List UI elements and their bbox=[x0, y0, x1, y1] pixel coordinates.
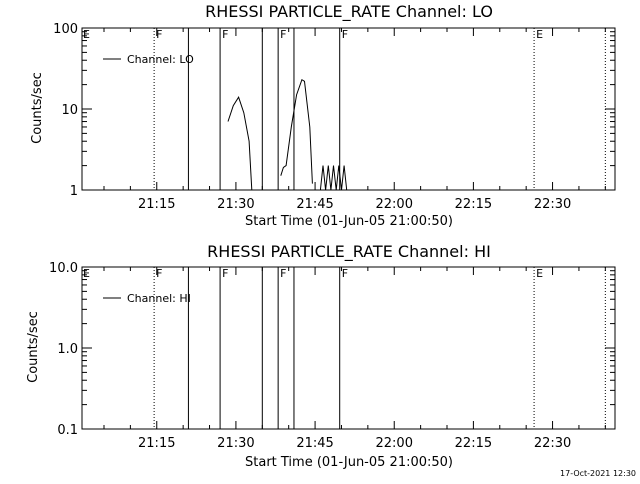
flag-label: F bbox=[280, 267, 286, 280]
flag-label: F bbox=[342, 267, 348, 280]
y-tick-label: 0.1 bbox=[57, 423, 78, 438]
flag-label: F bbox=[156, 267, 162, 280]
legend-entry: Channel: LO bbox=[127, 53, 194, 66]
axis-ticks: 21:15 21:30 21:45 22:00 22:15 22:30 1 10 100 bbox=[53, 22, 615, 212]
panel-lo: RHESSI PARTICLE_RATE Channel: LO Counts/… bbox=[30, 2, 616, 229]
chart-title: RHESSI PARTICLE_RATE Channel: LO bbox=[205, 2, 493, 22]
legend-entry: Channel: HI bbox=[127, 292, 191, 305]
flag-label: F bbox=[222, 267, 228, 280]
x-tick-label: 21:15 bbox=[138, 197, 175, 212]
flag-label: E bbox=[536, 28, 543, 41]
data-series bbox=[227, 78, 348, 191]
chart-title: RHESSI PARTICLE_RATE Channel: HI bbox=[207, 242, 491, 262]
axis-ticks: 21:15 21:30 21:45 22:00 22:15 22:30 0.1 1.0 10.0 bbox=[49, 261, 615, 451]
x-tick-label: 21:45 bbox=[296, 436, 333, 451]
x-axis-label: Start Time (01-Jun-05 21:00:50) bbox=[245, 455, 453, 470]
x-tick-label: 21:30 bbox=[217, 436, 254, 451]
y-tick-label: 10 bbox=[61, 103, 78, 118]
y-tick-label: 100 bbox=[53, 22, 78, 37]
x-tick-label: 22:15 bbox=[455, 197, 492, 212]
flag-label: F bbox=[280, 28, 286, 41]
y-axis-label: Counts/sec bbox=[26, 311, 41, 383]
x-tick-label: 21:15 bbox=[138, 436, 175, 451]
plot-frame bbox=[81, 27, 616, 191]
flag-label: E bbox=[83, 267, 90, 280]
x-tick-label: 22:30 bbox=[534, 436, 571, 451]
x-tick-label: 22:00 bbox=[376, 197, 413, 212]
plot-frame bbox=[81, 266, 616, 430]
flag-label: E bbox=[536, 267, 543, 280]
x-tick-label: 22:15 bbox=[455, 436, 492, 451]
x-tick-label: 21:45 bbox=[296, 197, 333, 212]
series-line bbox=[280, 78, 313, 184]
y-tick-label: 1.0 bbox=[57, 342, 78, 357]
y-axis-label: Counts/sec bbox=[30, 72, 45, 144]
flag-label: F bbox=[222, 28, 228, 41]
x-axis-label: Start Time (01-Jun-05 21:00:50) bbox=[245, 214, 453, 229]
x-tick-label: 21:30 bbox=[217, 197, 254, 212]
series-line bbox=[319, 165, 348, 191]
flag-label: E bbox=[83, 28, 90, 41]
x-tick-label: 22:00 bbox=[376, 436, 413, 451]
x-tick-label: 22:30 bbox=[534, 197, 571, 212]
timestamp: 17-Oct-2021 12:30 bbox=[560, 469, 636, 478]
y-tick-label: 10.0 bbox=[49, 261, 78, 276]
series-line bbox=[227, 96, 253, 191]
flag-label: F bbox=[156, 28, 162, 41]
panel-hi: RHESSI PARTICLE_RATE Channel: HI Counts/… bbox=[26, 242, 616, 470]
y-tick-label: 1 bbox=[70, 184, 78, 199]
flag-label: F bbox=[342, 28, 348, 41]
